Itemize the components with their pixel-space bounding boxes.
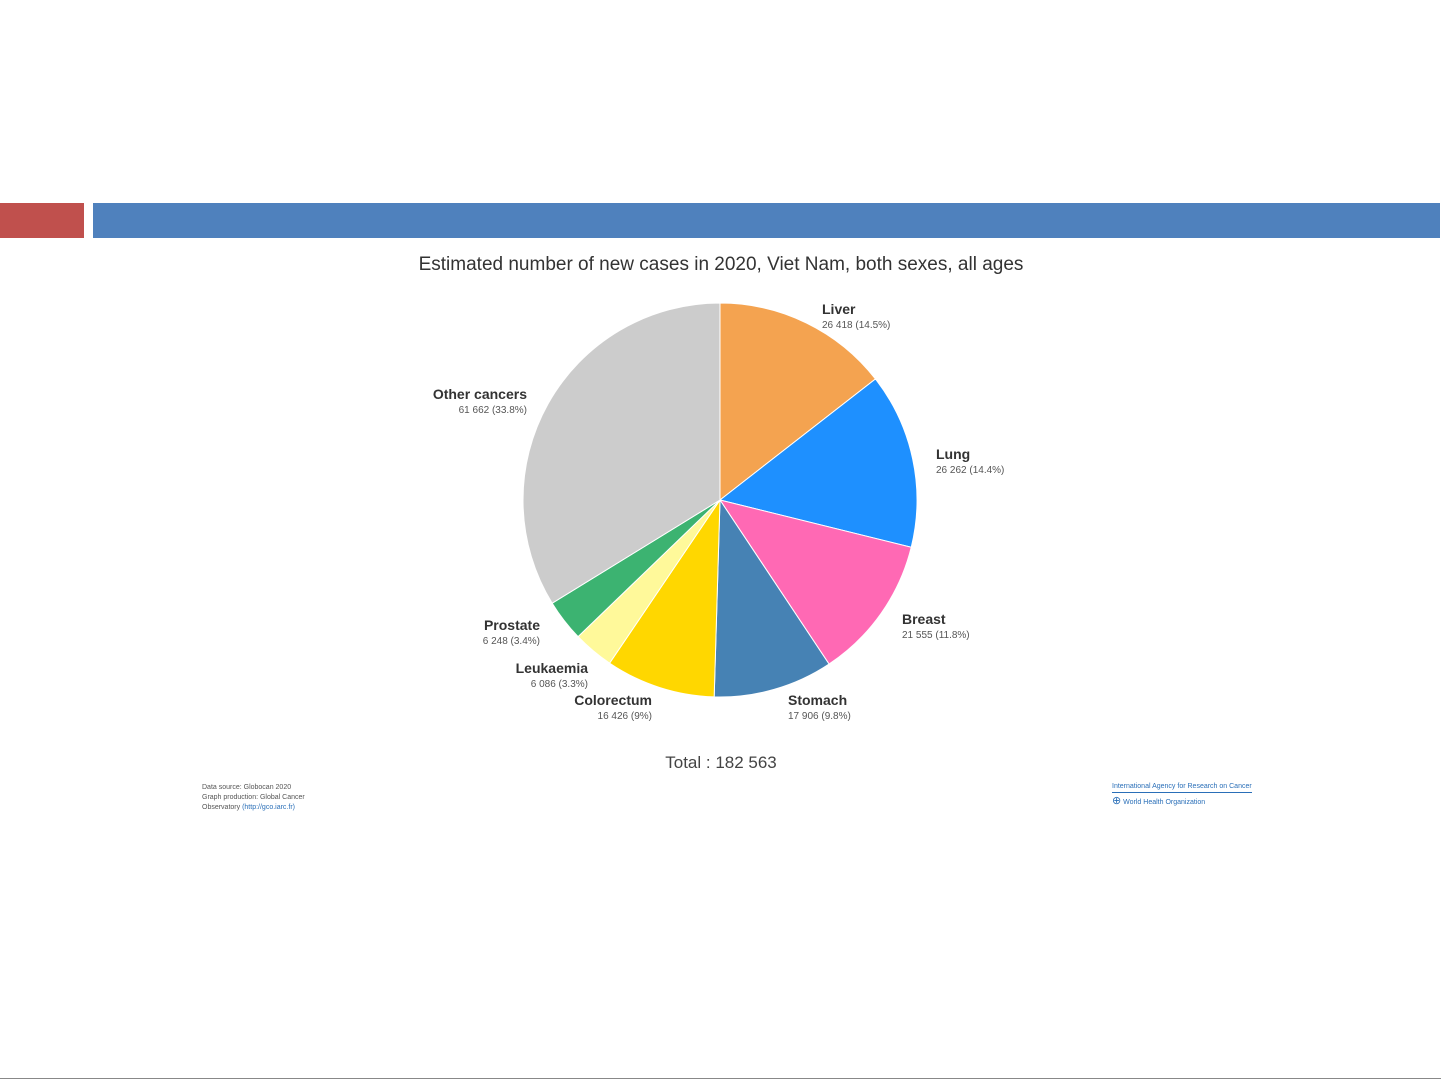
slide-bottom-line xyxy=(0,1078,1441,1079)
who-emblem-icon: ⊕ xyxy=(1112,795,1122,807)
chart-title: Estimated number of new cases in 2020, V… xyxy=(419,254,1024,275)
slice-label: Other cancers xyxy=(433,386,527,402)
slide-accent-red-bar xyxy=(0,203,84,238)
chart-total: Total : 182 563 xyxy=(665,753,777,772)
pie-slice-stomach xyxy=(713,498,830,698)
who-name: World Health Organization xyxy=(1123,799,1206,806)
slice-label: Breast xyxy=(902,611,946,627)
pie-slice-liver xyxy=(719,302,877,502)
slice-value-label: 26 262 (14.4%) xyxy=(936,465,1004,476)
slice-label: Colorectum xyxy=(574,692,652,708)
source-line: Graph production: Global Cancer xyxy=(202,794,305,801)
pie-slice-lung xyxy=(718,378,918,548)
source-line: Data source: Globocan 2020 xyxy=(202,784,292,791)
source-line: Observatory xyxy=(202,804,241,811)
pie-slice-other-cancers xyxy=(522,302,721,604)
slice-value-label: 21 555 (11.8%) xyxy=(902,630,970,641)
slice-label: Lung xyxy=(936,446,970,462)
slice-value-label: 16 426 (9%) xyxy=(598,711,652,722)
slide-title-bar xyxy=(93,203,1440,238)
iarc-logo: International Agency for Research on Can… xyxy=(1112,782,1252,808)
slice-value-label: 17 906 (9.8%) xyxy=(788,711,851,722)
slice-value-label: 6 086 (3.3%) xyxy=(531,679,588,690)
pie-slice-colorectum xyxy=(608,498,721,698)
agency-name: International Agency for Research on Can… xyxy=(1112,782,1252,793)
slice-value-label: 61 662 (33.8%) xyxy=(459,405,527,416)
slice-value-label: 26 418 (14.5%) xyxy=(822,320,890,331)
gco-link[interactable]: (http://gco.iarc.fr) xyxy=(242,804,295,811)
slice-label: Leukaemia xyxy=(516,660,589,676)
pie-slice-breast xyxy=(718,499,912,665)
slice-label: Stomach xyxy=(788,692,847,708)
slice-label: Prostate xyxy=(484,617,540,633)
slice-value-label: 6 248 (3.4%) xyxy=(483,636,540,647)
slice-label: Liver xyxy=(822,301,856,317)
data-source-note: Data source: Globocan 2020 Graph product… xyxy=(202,783,305,813)
